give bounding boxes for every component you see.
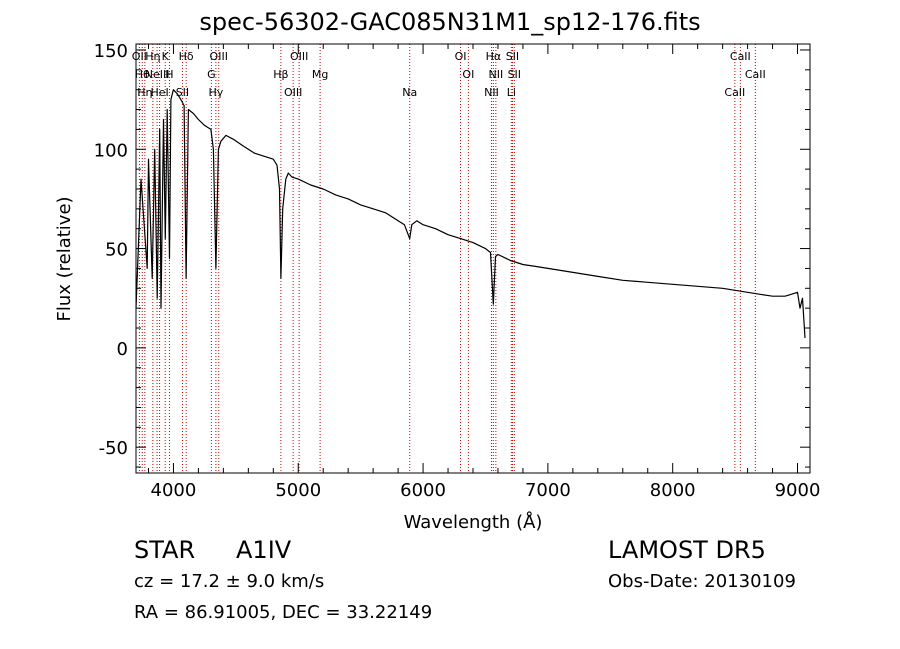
line-marker-label: CaII [730,50,751,63]
line-marker-label: OIII [210,50,228,63]
redshift-readout: cz = 17.2 ± 9.0 km/s [134,571,325,592]
x-tick-label: 6000 [400,480,446,501]
y-tick-label: 100 [94,140,128,161]
line-marker-label: SII [506,50,519,63]
x-tick-label: 5000 [275,480,321,501]
y-tick-label: 0 [117,339,128,360]
line-marker-label: Li [507,86,516,99]
y-tick-label: 50 [105,240,128,261]
x-tick-label: 8000 [650,480,696,501]
line-marker-label: Hη [137,86,152,99]
x-axis: 4000 5000 6000 7000 8000 9000 [147,44,821,501]
line-marker-label: SII [508,68,521,81]
line-marker-label: Hγ [208,86,223,99]
line-marker-label: Mg [312,68,328,81]
line-marker-label: Hθ [135,68,150,81]
coordinates: RA = 86.91005, DEC = 33.22149 [134,602,433,623]
x-tick-label: 4000 [151,480,197,501]
y-tick-label: 150 [94,41,128,62]
line-marker-labels: OIIHθHηHηNeIIIHeIKHSIIHδGHγOIIIHβOIIIOII… [132,50,766,99]
object-type: STAR [134,536,196,564]
line-marker-label: SII [176,86,189,99]
line-marker-label: NII [484,86,499,99]
object-subclass: A1IV [236,536,292,564]
line-marker-label: H [165,68,173,81]
y-axis-label: Flux (relative) [54,196,75,321]
x-axis-label: Wavelength (Å) [404,511,543,533]
x-tick-label: 9000 [775,480,821,501]
line-marker-label: CaII [724,86,745,99]
line-marker-label: CaII [745,68,766,81]
line-marker-label: OI [462,68,474,81]
plot-frame [135,43,811,474]
line-marker-label: G [207,68,216,81]
line-marker-label: OIII [284,86,302,99]
x-tick-label: 7000 [525,480,571,501]
line-marker-label: Hα [486,50,502,63]
line-marker-label: NII [488,68,503,81]
line-marker-label: HeI [150,86,168,99]
survey-name: LAMOST DR5 [608,536,766,564]
y-tick-label: -50 [99,438,128,459]
line-marker-label: Na [402,86,417,99]
obs-date: Obs-Date: 20130109 [608,571,796,592]
line-marker-label: OI [455,50,467,63]
chart-title: spec-56302-GAC085N31M1_sp12-176.fits [199,8,701,36]
line-marker-label: Hβ [273,68,288,81]
spectrum-line [135,89,806,338]
line-marker-label: OIII [290,50,308,63]
line-marker-label: Hδ [179,50,194,63]
line-marker-label: Hη [145,50,160,63]
line-marker-label: NeIII [145,68,170,81]
line-markers [138,44,756,473]
line-marker-label: K [162,50,170,63]
y-axis: -50 0 50 100 150 [94,41,810,468]
